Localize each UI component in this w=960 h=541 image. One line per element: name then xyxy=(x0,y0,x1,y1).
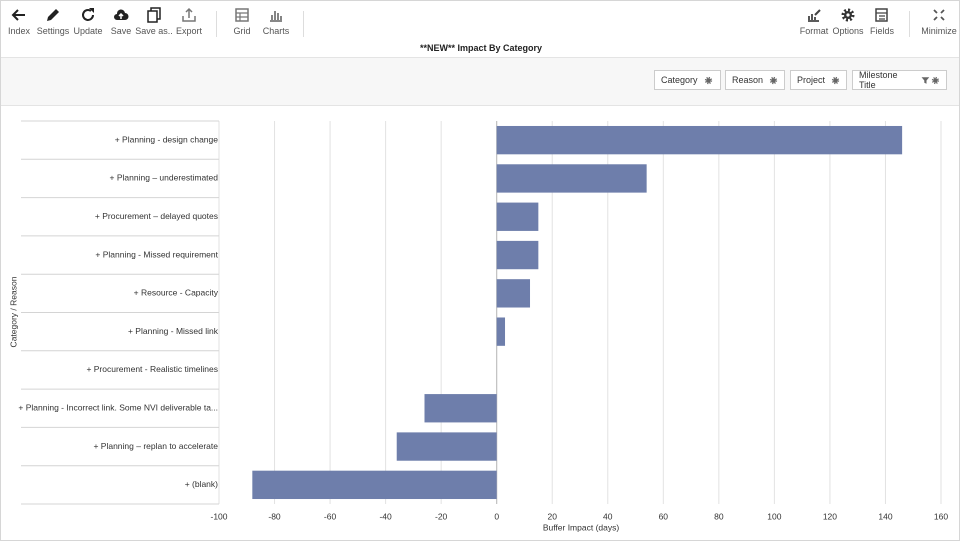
field-bar: Category Reason Project Milestone Title xyxy=(1,57,959,106)
y-axis-title: Category / Reason xyxy=(8,276,18,347)
button-label: Save xyxy=(110,26,132,36)
chart: Buffer Impact (days) Category / Reason -… xyxy=(8,120,948,532)
update-button[interactable]: Update xyxy=(64,7,112,36)
field-label: Project xyxy=(797,75,826,85)
x-tick-label: -60 xyxy=(324,511,337,521)
x-tick-label: 0 xyxy=(494,511,499,521)
bar xyxy=(424,394,497,423)
x-tick-label: 160 xyxy=(934,511,948,521)
save-button[interactable]: Save xyxy=(97,7,145,36)
y-tick-label: + Procurement – delayed quotes xyxy=(95,211,218,221)
x-tick-label: 80 xyxy=(714,511,724,521)
y-tick-label: + Planning - design change xyxy=(115,134,219,144)
export-button[interactable]: Export xyxy=(165,7,213,36)
button-label: Index xyxy=(7,26,31,36)
button-label: Save as.. xyxy=(135,26,173,36)
report-title: **NEW** Impact By Category xyxy=(419,43,543,53)
y-tick-label: + Planning – replan to accelerate xyxy=(93,441,218,451)
y-tick-label: + Procurement - Realistic timelines xyxy=(86,364,218,374)
y-tick-label: + Planning - Incorrect link. Some NVI de… xyxy=(18,403,218,413)
settings-button[interactable]: Settings xyxy=(29,7,77,36)
options-button[interactable]: Options xyxy=(824,7,872,36)
format-button[interactable]: Format xyxy=(790,7,838,36)
divider xyxy=(303,11,304,37)
y-tick-label: + (blank) xyxy=(185,479,218,489)
button-label: Settings xyxy=(36,26,70,36)
bar xyxy=(396,432,497,461)
bar xyxy=(496,279,531,308)
x-tick-label: 20 xyxy=(547,511,557,521)
divider xyxy=(216,11,217,37)
field-label: Category xyxy=(661,75,698,85)
charts-button[interactable]: Charts xyxy=(252,7,300,36)
x-tick-label: 60 xyxy=(659,511,669,521)
bar xyxy=(496,317,506,346)
x-axis-title: Buffer Impact (days) xyxy=(543,522,620,532)
field-label: Reason xyxy=(732,75,764,85)
bar xyxy=(252,470,497,500)
x-tick-label: -20 xyxy=(435,511,448,521)
button-label: Options xyxy=(832,26,864,36)
x-tick-label: -80 xyxy=(268,511,281,521)
x-tick-label: -100 xyxy=(210,511,227,521)
fields-button[interactable]: Fields xyxy=(858,7,906,36)
x-tick-label: 100 xyxy=(767,511,781,521)
bar xyxy=(496,125,903,155)
field-button[interactable]: Milestone Title xyxy=(852,70,947,90)
field-button[interactable]: Reason xyxy=(725,70,785,90)
x-tick-label: 40 xyxy=(603,511,613,521)
divider xyxy=(909,11,910,37)
bar xyxy=(496,240,539,270)
y-tick-label: + Planning – underestimated xyxy=(110,173,219,183)
x-tick-label: -40 xyxy=(379,511,392,521)
y-tick-label: + Resource - Capacity xyxy=(134,288,219,298)
button-label: Grid xyxy=(233,26,251,36)
field-button[interactable]: Category xyxy=(654,70,721,90)
button-label: Minimize xyxy=(921,26,957,36)
grid-button[interactable]: Grid xyxy=(218,7,266,36)
bar xyxy=(496,202,539,231)
index-button[interactable]: Index xyxy=(1,7,43,36)
button-label: Export xyxy=(175,26,202,36)
bar xyxy=(496,164,647,193)
y-tick-label: + Planning - Missed link xyxy=(128,326,219,336)
minimize-button[interactable]: Minimize xyxy=(915,7,959,36)
save-as-button[interactable]: Save as.. xyxy=(130,7,178,36)
field-label: Milestone Title xyxy=(859,70,898,90)
button-label: Fields xyxy=(869,26,894,36)
x-tick-label: 140 xyxy=(878,511,892,521)
button-label: Update xyxy=(73,26,103,36)
button-label: Charts xyxy=(262,26,290,36)
y-tick-label: + Planning - Missed requirement xyxy=(95,249,218,259)
x-tick-label: 120 xyxy=(823,511,837,521)
field-button[interactable]: Project xyxy=(790,70,847,90)
button-label: Format xyxy=(799,26,829,36)
